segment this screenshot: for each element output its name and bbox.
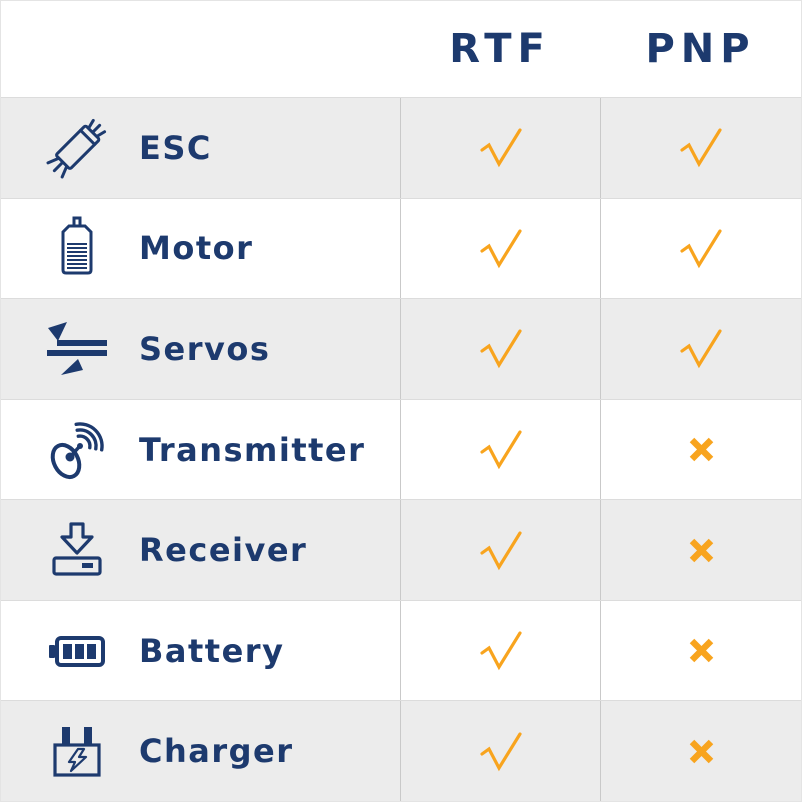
- cross-icon: [689, 638, 713, 663]
- pnp-cell: [600, 299, 801, 399]
- rtf-mark: [479, 228, 523, 269]
- rtf-mark: [479, 127, 523, 168]
- component-label: Motor: [139, 229, 254, 268]
- cross-icon: [689, 437, 713, 462]
- rtf-cell: [400, 299, 600, 399]
- check-icon: [479, 732, 522, 771]
- pnp-mark: [679, 328, 723, 369]
- rtf-mark: [479, 328, 523, 369]
- rtf-cell: [400, 500, 600, 600]
- check-icon: [680, 229, 722, 269]
- rtf-cell: [400, 198, 600, 299]
- pnp-mark: [688, 537, 715, 564]
- cross-icon: [689, 538, 713, 562]
- servos-icon: [45, 317, 109, 381]
- table-row: Receiver: [1, 499, 801, 600]
- header-rtf-cell: RTF: [400, 26, 600, 72]
- component-cell: Charger: [1, 701, 400, 801]
- column-header-rtf: RTF: [449, 26, 551, 72]
- component-cell: Servos: [1, 299, 400, 399]
- cross-icon: [689, 739, 713, 764]
- component-label: Servos: [139, 329, 271, 368]
- component-cell: ESC: [1, 98, 400, 198]
- check-icon: [479, 430, 522, 470]
- rtf-cell: [400, 600, 600, 701]
- pnp-mark: [688, 436, 715, 463]
- check-icon: [479, 631, 522, 671]
- component-cell: Receiver: [1, 500, 400, 600]
- pnp-cell: [600, 701, 801, 802]
- check-icon: [680, 128, 722, 168]
- pnp-cell: [600, 98, 801, 198]
- table-row: Transmitter: [1, 398, 801, 500]
- rtf-cell: [400, 98, 600, 198]
- component-label: Battery: [139, 631, 285, 670]
- motor-icon: [45, 216, 109, 280]
- table-row: Motor: [1, 197, 801, 299]
- check-icon: [479, 530, 522, 570]
- component-label: Transmitter: [139, 430, 366, 469]
- component-cell: Motor: [1, 199, 400, 299]
- pnp-cell: [600, 500, 801, 600]
- esc-icon: [45, 116, 109, 180]
- receiver-icon: [45, 518, 109, 582]
- rtf-cell: [400, 701, 600, 802]
- check-icon: [479, 329, 522, 369]
- charger-icon: [45, 719, 109, 783]
- component-label: Receiver: [139, 531, 308, 570]
- pnp-mark: [679, 228, 723, 269]
- table-row: Servos: [1, 298, 801, 399]
- table-row: ESC: [1, 97, 801, 198]
- pnp-cell: [600, 198, 801, 299]
- transmitter-icon: [45, 418, 109, 482]
- pnp-cell: [600, 399, 801, 500]
- table-row: Battery: [1, 599, 801, 701]
- pnp-mark: [688, 738, 715, 765]
- component-label: Charger: [139, 732, 294, 771]
- pnp-mark: [679, 127, 723, 168]
- rtf-mark: [479, 630, 523, 671]
- table-row: Charger: [1, 700, 801, 802]
- check-icon: [479, 128, 522, 168]
- pnp-cell: [600, 600, 801, 701]
- pnp-mark: [688, 637, 715, 664]
- rtf-mark: [479, 731, 523, 772]
- check-icon: [479, 229, 522, 269]
- header-pnp-cell: PNP: [600, 26, 801, 72]
- battery-icon: [45, 619, 109, 683]
- table-header-row: RTF PNP: [1, 1, 801, 97]
- component-cell: Battery: [1, 601, 400, 701]
- rtf-mark: [479, 429, 523, 470]
- component-cell: Transmitter: [1, 400, 400, 500]
- rtf-cell: [400, 399, 600, 500]
- check-icon: [680, 329, 722, 369]
- column-header-pnp: PNP: [645, 26, 756, 72]
- rtf-mark: [479, 530, 523, 571]
- component-label: ESC: [139, 128, 212, 167]
